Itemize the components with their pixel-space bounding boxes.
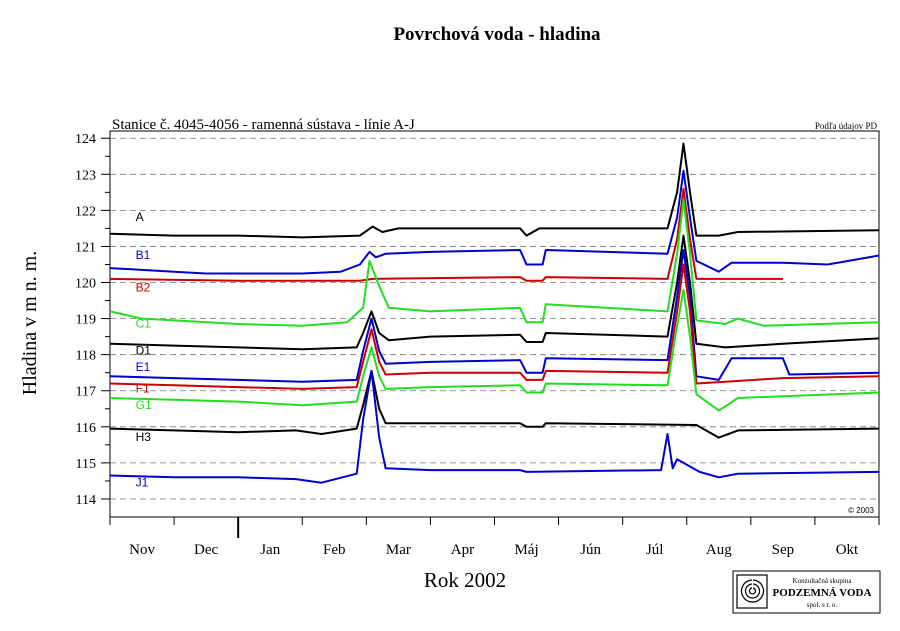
series-line-F1 xyxy=(109,263,880,390)
y-tick-label: 114 xyxy=(76,493,96,508)
x-tick-label: Mar xyxy=(386,542,411,558)
series-label-G1: G1 xyxy=(136,398,152,412)
series-label-J1: J1 xyxy=(136,475,149,489)
y-tick-label: 122 xyxy=(75,204,96,219)
y-tick-label: 124 xyxy=(75,132,96,147)
y-tick-label: 115 xyxy=(76,457,96,472)
series-line-C1 xyxy=(109,198,880,327)
x-tick-label: Feb xyxy=(323,542,346,558)
series-label-C1: C1 xyxy=(136,317,152,331)
x-tick-label: Jún xyxy=(580,542,601,558)
logo-line-3: spol. s r. o. xyxy=(807,601,838,609)
x-tick-label: Máj xyxy=(514,542,538,558)
series-line-B2 xyxy=(109,187,783,282)
series-line-E1 xyxy=(109,249,880,383)
y-tick-label: 120 xyxy=(75,277,96,292)
chart-subtitle: Stanice č. 4045-4056 - ramenná sústava -… xyxy=(112,117,415,133)
series-label-A: A xyxy=(136,210,144,224)
series-line-G1 xyxy=(109,288,880,412)
series-label-B1: B1 xyxy=(136,248,151,262)
y-tick-label: 118 xyxy=(76,349,96,364)
y-tick-label: 117 xyxy=(76,385,96,400)
logo-line-1: Konzultačná skupina xyxy=(793,577,853,585)
copyright-note: © 2003 xyxy=(848,506,874,515)
series-group xyxy=(109,142,880,484)
series-label-B2: B2 xyxy=(136,281,151,295)
x-tick-label: Apr xyxy=(451,542,474,558)
x-axis-label: Rok 2002 xyxy=(424,568,506,592)
series-line-B1 xyxy=(109,169,880,275)
series-label-D1: D1 xyxy=(136,344,152,358)
y-tick-label: 116 xyxy=(76,421,96,436)
source-note: Podľa údajov PD xyxy=(815,121,878,131)
y-tick-label: 123 xyxy=(75,168,96,183)
y-axis-ticks: 114 115 116 117 118 119 120 121 122 123 124 xyxy=(75,132,110,508)
x-tick-label: Jan xyxy=(260,542,280,558)
y-axis-label: Hladina v m n. m. xyxy=(19,251,41,395)
x-axis-ticks: Nov Dec Jan Feb Mar Apr Máj Jún Júl Aug Sep Okt xyxy=(109,517,880,558)
x-tick-label: Sep xyxy=(772,542,795,558)
y-tick-label: 119 xyxy=(76,313,96,328)
y-tick-label: 121 xyxy=(75,240,96,255)
x-tick-label: Aug xyxy=(706,542,732,558)
series-label-H3: H3 xyxy=(136,430,152,444)
x-tick-label: Okt xyxy=(836,542,859,558)
company-logo: Konzultačná skupina PODZEMNÁ VODA spol. … xyxy=(732,570,881,614)
x-tick-label: Nov xyxy=(129,542,155,558)
chart-title: Povrchová voda - hladina xyxy=(393,24,601,45)
grid-lines xyxy=(110,137,879,500)
series-labels: A B1 B2 C1 D1 E1 F1 G1 H3 J1 xyxy=(136,210,152,489)
x-tick-label: Dec xyxy=(194,542,218,558)
series-label-F1: F1 xyxy=(136,382,150,396)
series-label-E1: E1 xyxy=(136,360,151,374)
logo-mark-icon xyxy=(736,574,768,609)
series-line-A xyxy=(109,142,880,239)
series-line-H3 xyxy=(109,369,880,439)
series-line-D1 xyxy=(109,234,880,351)
x-tick-label: Júl xyxy=(646,542,664,558)
logo-line-2: PODZEMNÁ VODA xyxy=(773,587,872,599)
series-line-J1 xyxy=(109,369,880,484)
